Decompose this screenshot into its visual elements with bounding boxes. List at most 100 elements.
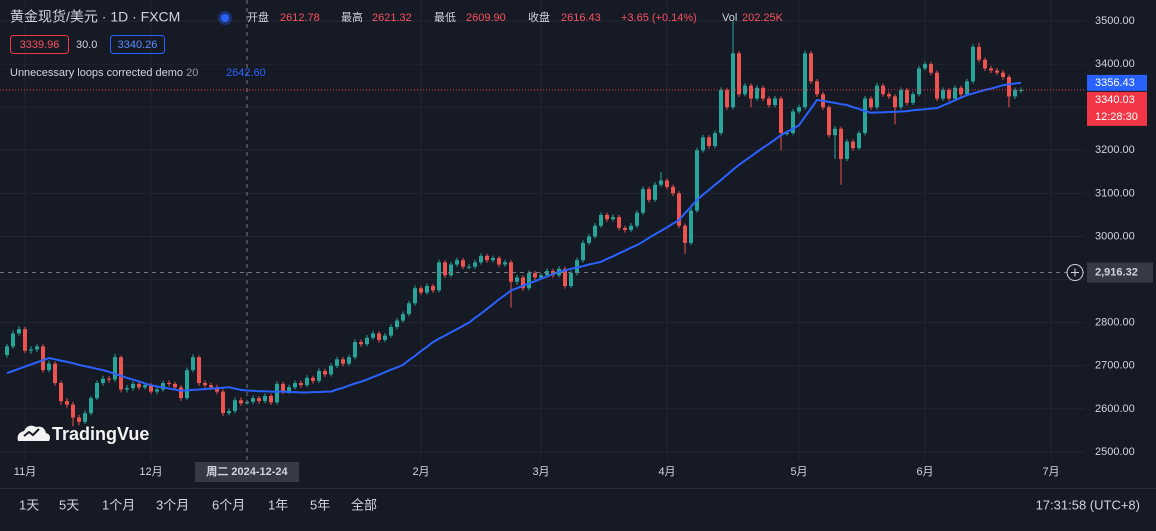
candle-body [113,357,117,380]
candle-body [749,85,753,99]
candle-body [275,383,279,403]
candle-body [845,141,849,159]
candle-body [605,214,609,220]
crosshair-x-box [195,462,299,482]
range-button[interactable]: 1年 [268,497,288,512]
logo-line [23,428,40,437]
range-button[interactable]: 1个月 [102,497,135,512]
candle-body [107,378,111,380]
candle-body [377,333,381,340]
range-button[interactable]: 6个月 [212,497,245,512]
range-button[interactable]: 5天 [59,497,79,512]
crosshair-x-label: 周二 2024-12-24 [206,465,288,478]
candle-body [323,370,327,375]
candle-body [599,214,603,226]
candle-body [755,87,759,99]
x-tick-label: 11月 [14,466,36,478]
candle-body [539,275,543,278]
candle-body [527,273,531,289]
open-value: 2612.78 [280,12,320,24]
candle-body [503,262,507,265]
candle-body [155,389,159,392]
candle-body [461,260,465,267]
y-tick-label: 2500.00 [1095,446,1135,458]
candle-body [761,87,765,99]
candle-body [665,180,669,187]
range-button[interactable]: 全部 [351,497,377,512]
candle-body [23,329,27,351]
candle-body [587,236,591,243]
candle-body [569,273,573,287]
candle-body [47,363,51,371]
candle-body [305,377,309,386]
candle-body [767,98,771,106]
x-tick-label: 3月 [532,466,549,478]
footer: 1天 5天 1个月 3个月 6个月 1年 5年 全部 [19,497,377,512]
candle-body [935,72,939,99]
candle-body [293,383,297,388]
candle-body [929,64,933,73]
candle-body [17,329,21,334]
candle-body [233,400,237,412]
candle-body [161,383,165,390]
y-tick-label: 3200.00 [1095,144,1135,156]
candle-body [371,333,375,338]
candle-body [167,383,171,385]
candle-body [281,383,285,392]
x-tick-label: 12月 [139,466,162,478]
candle-body [485,255,489,261]
candle-body [809,53,813,82]
candle-body [41,346,45,371]
candle-body [1001,72,1005,78]
candle-body [143,385,147,388]
candle-body [197,357,201,384]
vol-label: Vol [722,12,737,24]
candle-body [995,70,999,73]
candle-body [215,387,219,392]
watermark-text: TradingVue [52,424,149,444]
candle-body [221,391,225,414]
candle-body [815,81,819,95]
price-tag-label: 3356.43 [1095,77,1135,89]
add-icon [1071,268,1079,277]
candle-body [383,335,387,340]
candle-body [479,255,483,263]
crosshair-y-box [1087,262,1153,283]
candle-body [317,370,321,381]
candle-body [923,64,927,69]
legend-value: 30.0 [76,39,97,51]
high-value: 2621.32 [372,12,412,24]
candle-body [89,398,93,414]
clock: 17:31:58 (UTC+8) [1036,497,1140,512]
candle-body [857,133,861,149]
candle-body [77,417,81,422]
candle-body [209,385,213,388]
candle-body [641,189,645,213]
candle-body [695,150,699,211]
candle-body [59,383,63,402]
range-button[interactable]: 1天 [19,497,39,512]
y-tick-label: 3000.00 [1095,230,1135,242]
candle-body [419,288,423,293]
candle-body [1007,77,1011,97]
candle-body [905,89,909,103]
candle-body [803,53,807,108]
range-button[interactable]: 5年 [310,497,330,512]
y-tick-label: 3100.00 [1095,187,1135,199]
legend-box [110,35,165,54]
candle-body [125,388,129,390]
candle-body [287,387,291,392]
range-button[interactable]: 3个月 [156,497,189,512]
candle-body [65,401,69,405]
candle-body [677,193,681,226]
candle-body [251,398,255,402]
y-tick-label: 2800.00 [1095,317,1135,329]
watermark: TradingVue [17,424,149,444]
candle-body [491,258,495,261]
candle-body [389,326,393,336]
candle-body [887,94,891,97]
candle-body [683,225,687,243]
plot: 2500.002600.002700.002800.002900.003000.… [0,0,1153,482]
ma-line [6,81,1022,394]
